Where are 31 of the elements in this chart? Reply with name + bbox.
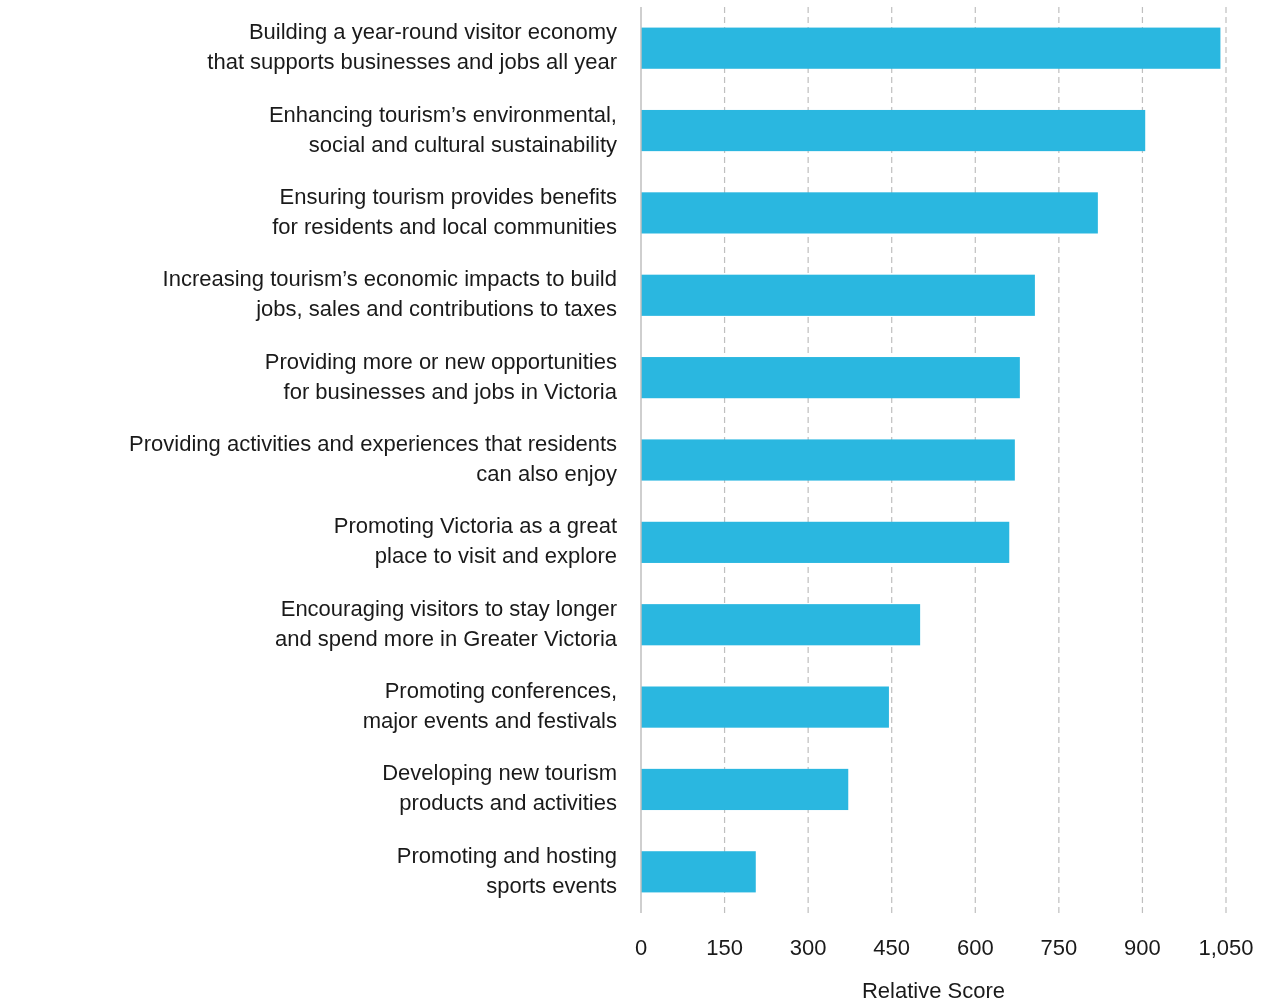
x-tick-label: 900 [1124,935,1161,960]
y-tick-label: Enhancing tourism’s environmental, social and cultural sustainability [268,101,617,157]
x-tick-label: 450 [873,935,911,960]
y-tick-label: Developing new tourism products and activities [382,760,617,816]
x-tick-label: 1,050 [1198,935,1254,960]
y-tick-label: Promoting Victoria as a great place to visit and explore [333,513,617,569]
y-tick-label: Providing activities and experiences that residents can also enjoy [129,430,617,486]
x-axis-title: Relative Score [861,978,1006,1003]
bar [641,521,1010,563]
x-tick-label: 300 [789,935,827,960]
y-tick-label: Promoting conferences, major events and festivals [362,677,617,733]
x-tick-label: 0 [634,935,648,960]
bar [641,851,756,893]
bar [641,274,1035,316]
bar [641,604,921,646]
bar [641,192,1098,234]
y-tick-label: Encouraging visitors to stay longer and spend more in Greater Victoria [275,595,618,651]
y-tick-label: Building a year-round visitor economy that supports businesses and jobs all year [207,18,617,74]
bar [641,27,1221,69]
bar [641,686,889,728]
bar [641,109,1146,152]
x-tick-label: 750 [1040,935,1078,960]
bar [641,439,1015,481]
y-tick-label: Ensuring tourism provides benefits for residents and local communities [272,183,617,239]
bar [641,357,1020,399]
y-tick-label: Providing more or new opportunities for businesses and jobs in Victoria [264,348,618,404]
y-tick-label: Promoting and hosting sports events [396,842,617,898]
y-tick-label: Increasing tourism’s economic impacts to build jobs, sales and contributions to taxes [162,266,617,322]
x-tick-label: 600 [956,935,994,960]
x-tick-label: 150 [706,935,743,960]
bar [641,768,849,811]
